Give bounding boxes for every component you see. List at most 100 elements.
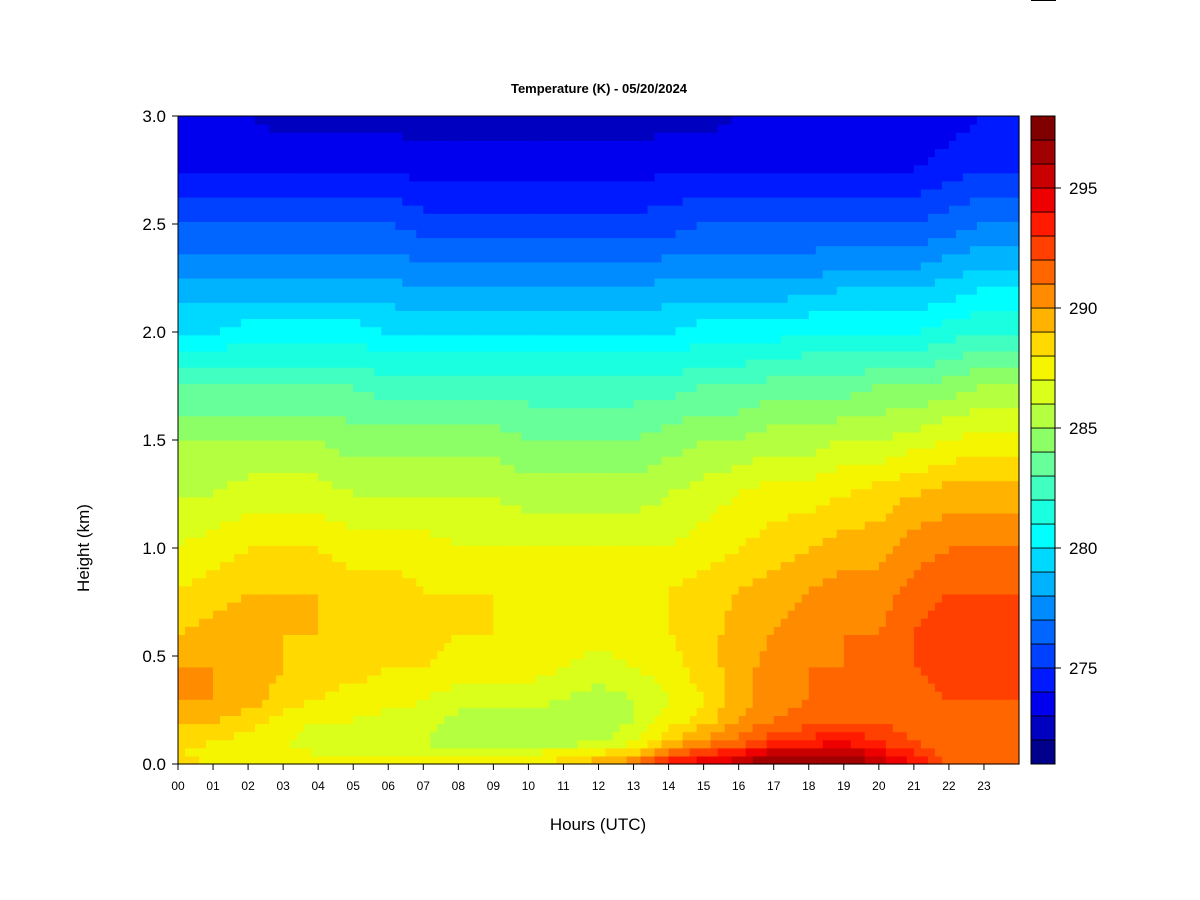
heatmap-cell [493, 464, 501, 473]
heatmap-cell [346, 634, 354, 644]
heatmap-cell [458, 691, 466, 700]
heatmap-cell [465, 294, 473, 303]
heatmap-cell [423, 132, 431, 141]
heatmap-cell [255, 197, 263, 206]
heatmap-cell [521, 278, 530, 287]
heatmap-cell [493, 723, 501, 733]
heatmap-cell [332, 658, 340, 668]
heatmap-cell [367, 440, 375, 449]
heatmap-cell [458, 116, 466, 125]
heatmap-cell [220, 221, 228, 230]
heatmap-cell [528, 650, 537, 660]
heatmap-cell [283, 561, 291, 571]
heatmap-cell [486, 391, 494, 401]
heatmap-cell [311, 261, 319, 271]
heatmap-cell [360, 488, 368, 498]
heatmap-cell [556, 383, 565, 392]
heatmap-cell [591, 253, 600, 263]
heatmap-cell [472, 577, 480, 587]
heatmap-cell [465, 116, 473, 125]
heatmap-cell [234, 642, 242, 652]
heatmap-cell [213, 731, 221, 741]
heatmap-cell [598, 342, 607, 352]
heatmap-cell [367, 707, 375, 716]
heatmap-cell [192, 464, 200, 473]
heatmap-cell [584, 415, 593, 425]
heatmap-cell [584, 116, 593, 125]
heatmap-cell [311, 391, 319, 401]
heatmap-cell [605, 448, 614, 457]
heatmap-cell [234, 723, 242, 733]
heatmap-cell [451, 124, 459, 133]
heatmap-cell [577, 448, 586, 457]
heatmap-cell [311, 375, 319, 384]
heatmap-cell [220, 197, 228, 206]
heatmap-cell [346, 116, 354, 125]
heatmap-cell [262, 180, 270, 190]
heatmap-cell [535, 577, 544, 587]
heatmap-cell [206, 521, 214, 530]
heatmap-cell [514, 739, 523, 749]
heatmap-cell [178, 593, 186, 603]
heatmap-cell [486, 488, 494, 498]
heatmap-cell [577, 715, 586, 725]
heatmap-cell [276, 674, 284, 684]
heatmap-cell [507, 237, 515, 247]
heatmap-cell [178, 626, 186, 635]
heatmap-cell [360, 229, 368, 239]
heatmap-cell [584, 723, 593, 733]
heatmap-cell [339, 334, 347, 344]
heatmap-cell [262, 683, 270, 692]
heatmap-cell [185, 383, 193, 392]
heatmap-cell [605, 205, 614, 214]
heatmap-cell [479, 423, 487, 433]
heatmap-cell [465, 634, 473, 644]
heatmap-cell [521, 731, 530, 741]
heatmap-cell [479, 593, 487, 603]
heatmap-cell [248, 132, 256, 141]
heatmap-cell [570, 529, 579, 538]
heatmap-cell [444, 423, 452, 433]
heatmap-cell [444, 205, 452, 214]
heatmap-cell [591, 148, 600, 158]
heatmap-cell [437, 124, 445, 133]
heatmap-cell [598, 602, 607, 611]
heatmap-cell [507, 124, 515, 133]
heatmap-cell [535, 318, 544, 328]
heatmap-cell [283, 537, 291, 546]
heatmap-cell [528, 504, 537, 514]
heatmap-cell [423, 310, 431, 320]
heatmap-cell [199, 124, 207, 133]
heatmap-cell [528, 569, 537, 579]
heatmap-cell [500, 529, 508, 538]
heatmap-cell [185, 156, 193, 166]
heatmap-cell [213, 269, 221, 279]
heatmap-cell [423, 650, 431, 660]
heatmap-cell [591, 699, 600, 708]
heatmap-cell [402, 310, 410, 320]
heatmap-cell [290, 593, 298, 603]
heatmap-cell [388, 221, 396, 230]
heatmap-cell [416, 593, 424, 603]
heatmap-cell [458, 237, 466, 247]
heatmap-cell [451, 602, 459, 611]
heatmap-cell [227, 310, 235, 320]
heatmap-cell [451, 229, 459, 239]
heatmap-cell [339, 407, 347, 417]
heatmap-cell [304, 229, 312, 239]
heatmap-cell [248, 350, 256, 360]
heatmap-cell [311, 318, 319, 328]
heatmap-cell [311, 399, 319, 409]
heatmap-cell [416, 229, 424, 239]
heatmap-cell [192, 707, 200, 716]
heatmap-cell [318, 172, 326, 182]
heatmap-cell [178, 610, 186, 619]
heatmap-cell [591, 221, 600, 230]
heatmap-cell [374, 148, 382, 158]
heatmap-cell [255, 229, 263, 239]
heatmap-cell [353, 577, 361, 587]
heatmap-cell [598, 561, 607, 571]
heatmap-cell [521, 213, 530, 222]
heatmap-cell [514, 480, 523, 490]
heatmap-cell [283, 715, 291, 725]
